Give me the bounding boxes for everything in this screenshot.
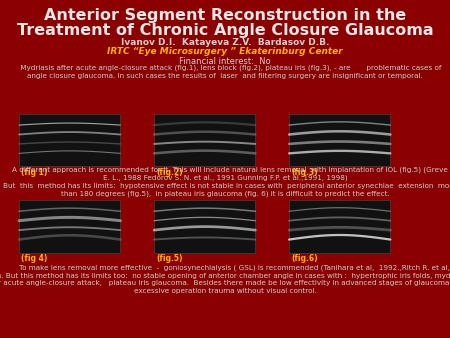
Text: A different approach is recommended for it. This will include natural lens remov: A different approach is recommended for … (0, 167, 450, 197)
Text: Treatment of Chronic Angle Closure Glaucoma: Treatment of Chronic Angle Closure Glauc… (17, 23, 433, 38)
Bar (154, 200, 256, 253)
Text: To make lens removal more effective  -  goniosynechialysis ( GSL) is recommended: To make lens removal more effective - go… (0, 264, 450, 294)
Text: Financial interest:  No: Financial interest: No (179, 57, 271, 66)
Text: Mydriasis after acute angle-closure attack (fig.1), lens block (fig.2), plateau : Mydriasis after acute angle-closure atta… (9, 65, 441, 79)
Text: (fig 1): (fig 1) (21, 168, 48, 177)
Bar (19, 114, 121, 167)
Bar (289, 114, 391, 167)
Text: IRTC “Eye Microsurgery ” Ekaterinburg Center: IRTC “Eye Microsurgery ” Ekaterinburg Ce… (107, 47, 343, 56)
Text: Anterior Segment Reconstruction in the: Anterior Segment Reconstruction in the (44, 8, 406, 23)
Bar (154, 114, 256, 167)
Text: (fig.5): (fig.5) (157, 254, 183, 263)
Text: (fig.3): (fig.3) (292, 168, 318, 177)
Text: Ivanov D.I.  Katayeva Z.V.  Bardasov D.B.: Ivanov D.I. Katayeva Z.V. Bardasov D.B. (121, 38, 329, 47)
Text: (fig.2): (fig.2) (157, 168, 183, 177)
Text: (fig 4): (fig 4) (21, 254, 48, 263)
Bar (289, 200, 391, 253)
Text: (fig.6): (fig.6) (292, 254, 318, 263)
Bar (19, 200, 121, 253)
